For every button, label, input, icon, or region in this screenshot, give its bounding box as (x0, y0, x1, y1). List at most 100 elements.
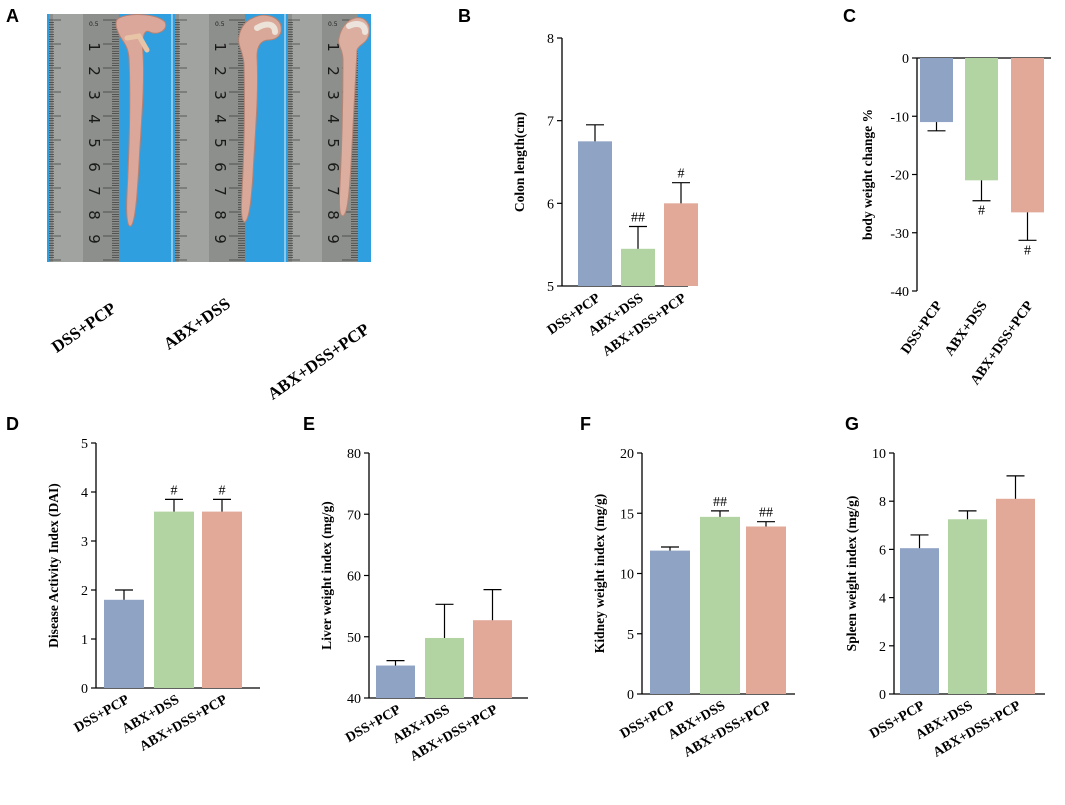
ruler-number: 3 (324, 90, 342, 100)
ruler-number: 4 (324, 114, 342, 124)
y-tick-label: -40 (890, 285, 909, 300)
significance-mark: ## (713, 495, 727, 510)
ruler-number: 9 (211, 234, 229, 244)
bar-3 (746, 526, 786, 694)
panel-letter-g: G (845, 414, 860, 434)
bar-2 (425, 637, 464, 698)
y-axis-label: Disease Activity Index (DAI) (46, 483, 61, 648)
bar-2 (948, 519, 987, 694)
category-label: ABX+DSS+PCP (408, 702, 501, 764)
y-tick-label: 0 (627, 688, 634, 703)
y-tick-label: 2 (879, 640, 886, 655)
bar-2 (154, 511, 194, 688)
colon-tissue-3 (338, 17, 370, 217)
ruler-small-label: 0.5 (328, 21, 338, 28)
y-tick-label: 2 (81, 584, 88, 599)
bar-1 (376, 665, 415, 698)
y-tick-label: 0 (879, 688, 886, 703)
significance-mark: # (219, 483, 226, 498)
bar-3 (473, 620, 512, 698)
y-tick-label: 4 (879, 592, 886, 607)
panel-letter-c: C (843, 6, 856, 26)
y-axis-label: Liver weight index (mg/g) (319, 501, 334, 650)
y-tick-label: 1 (81, 633, 88, 648)
panel-letter-d: D (6, 414, 19, 434)
y-tick-label: 80 (347, 447, 361, 462)
y-axis-label: Kidney weight index (mg/g) (592, 494, 607, 653)
bar-1 (578, 141, 612, 286)
y-tick-label: 20 (620, 447, 634, 462)
y-tick-label: -20 (890, 169, 909, 184)
significance-mark: # (1024, 243, 1031, 258)
photo-label-dss-pcp: DSS+PCP (48, 298, 120, 357)
y-tick-label: 50 (347, 631, 361, 646)
bar-2 (965, 58, 998, 181)
ruler-2 (175, 14, 245, 262)
y-tick-label: 5 (627, 628, 634, 643)
photo-label-abx-dss-pcp: ABX+DSS+PCP (264, 319, 373, 404)
panel-letter-b: B (458, 6, 471, 26)
colon-tissue-1 (115, 14, 167, 227)
y-axis-label: Colon length(cm) (512, 112, 527, 212)
ruler-number: 7 (85, 186, 103, 196)
ruler-small-label: 0.5 (89, 21, 99, 28)
ruler-number: 2 (324, 66, 342, 76)
colon-photo: 0.5 1 2 3 4 5 6 7 8 9 0.5 1 2 3 4 5 6 7 8 9 0.5 1 2 3 4 5 6 7 8 9 (47, 14, 371, 262)
y-tick-label: 10 (872, 447, 886, 462)
y-axis-label: body weight change % (860, 109, 875, 240)
category-label: ABX+DSS+PCP (137, 692, 230, 754)
ruler-number: 2 (85, 66, 103, 76)
ruler-1 (49, 14, 119, 262)
y-tick-label: 40 (347, 692, 361, 707)
ruler-number: 9 (324, 234, 342, 244)
ruler-number: 8 (324, 210, 342, 220)
y-tick-label: 0 (902, 52, 909, 67)
ruler-number: 4 (85, 114, 103, 124)
y-tick-label: 3 (81, 535, 88, 550)
bar-1 (920, 58, 953, 123)
category-label: DSS+PCP (899, 298, 946, 357)
panel-letter-e: E (303, 414, 316, 434)
bar-1 (650, 550, 690, 694)
panel-letter-a: A (6, 6, 19, 26)
y-tick-label: 4 (81, 486, 88, 501)
y-tick-label: 60 (347, 570, 361, 585)
chart-body-weight-change: 0 -10 -20 -30 -40 body weight change % DSS+PCP… (860, 52, 1051, 388)
bar-3 (996, 498, 1035, 694)
bar-2 (700, 516, 740, 694)
ruler-number: 5 (85, 138, 103, 148)
significance-mark: ## (759, 506, 773, 521)
significance-mark: ## (631, 210, 645, 225)
significance-mark: # (678, 167, 685, 182)
ruler-number: 4 (211, 114, 229, 124)
bar-3 (664, 203, 698, 286)
y-tick-label: 10 (620, 568, 634, 583)
ruler-number: 1 (324, 42, 342, 52)
colon-tissue-2 (238, 14, 282, 223)
ruler-number: 1 (211, 42, 229, 52)
y-tick-label: 6 (879, 543, 886, 558)
ruler-number: 7 (324, 186, 342, 196)
ruler-number: 8 (85, 210, 103, 220)
category-label: ABX+DSS (942, 299, 991, 360)
bar-2 (621, 248, 655, 286)
y-tick-label: 6 (547, 197, 554, 212)
significance-mark: # (978, 204, 985, 219)
ruler-number: 1 (85, 42, 103, 52)
y-tick-label: 8 (547, 32, 554, 47)
ruler-number: 6 (211, 162, 229, 172)
category-label: ABX+DSS+PCP (931, 698, 1024, 760)
photo-label-abx-dss: ABX+DSS (160, 293, 234, 354)
ruler-number: 8 (211, 210, 229, 220)
ruler-number: 5 (324, 138, 342, 148)
ruler-number: 3 (85, 90, 103, 100)
y-axis-label: Spleen weight index (mg/g) (844, 496, 859, 652)
bar-1 (900, 548, 939, 694)
bar-1 (104, 599, 144, 688)
ruler-number: 7 (211, 186, 229, 196)
y-tick-label: 70 (347, 508, 361, 523)
